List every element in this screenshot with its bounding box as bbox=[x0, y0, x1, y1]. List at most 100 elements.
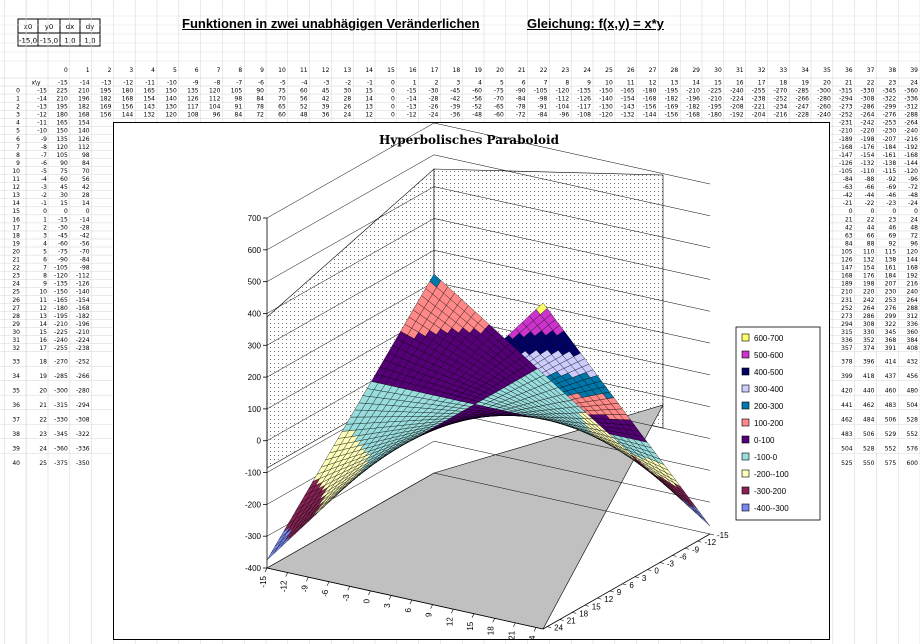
sheet-cell[interactable]: -192 bbox=[730, 112, 744, 119]
sheet-cell[interactable]: -126 bbox=[839, 160, 853, 167]
sheet-cell[interactable]: 70 bbox=[82, 168, 90, 175]
sheet-cell[interactable]: 150 bbox=[165, 87, 177, 94]
sheet-cell[interactable]: 288 bbox=[907, 305, 919, 312]
sheet-cell[interactable]: -312 bbox=[904, 104, 918, 111]
sheet-cell[interactable]: 63 bbox=[845, 232, 853, 239]
sheet-cell[interactable]: 115 bbox=[885, 248, 897, 255]
sheet-cell[interactable]: 252 bbox=[841, 305, 853, 312]
sheet-cell[interactable]: 24 bbox=[910, 216, 918, 223]
sheet-cell[interactable]: -42 bbox=[450, 96, 460, 103]
sheet-cell[interactable]: -165 bbox=[54, 297, 68, 304]
sheet-cell[interactable]: 28 bbox=[82, 192, 90, 199]
sheet-cell[interactable]: 104 bbox=[209, 104, 221, 111]
sheet-cell[interactable]: -60 bbox=[494, 112, 504, 119]
sheet-cell[interactable]: 264 bbox=[863, 305, 875, 312]
sheet-cell[interactable]: 0 bbox=[871, 208, 875, 215]
sheet-cell[interactable]: 253 bbox=[885, 297, 897, 304]
sheet-cell[interactable]: -270 bbox=[774, 87, 788, 94]
sheet-cell[interactable]: 168 bbox=[78, 112, 90, 119]
sheet-cell[interactable]: 408 bbox=[907, 345, 919, 352]
sheet-cell[interactable]: -70 bbox=[494, 96, 504, 103]
sheet-cell[interactable]: -220 bbox=[861, 128, 875, 135]
sheet-cell[interactable]: -72 bbox=[516, 112, 526, 119]
sheet-cell[interactable]: -30 bbox=[429, 87, 439, 94]
sheet-cell[interactable]: 168 bbox=[841, 273, 853, 280]
sheet-cell[interactable]: -252 bbox=[774, 96, 788, 103]
sheet-cell[interactable]: 322 bbox=[885, 321, 897, 328]
sheet-cell[interactable]: 30 bbox=[60, 192, 68, 199]
sheet-cell[interactable]: -294 bbox=[76, 402, 90, 409]
sheet-cell[interactable]: -70 bbox=[80, 248, 90, 255]
sheet-cell[interactable]: -69 bbox=[886, 184, 896, 191]
sheet-cell[interactable]: 506 bbox=[885, 416, 897, 423]
sheet-cell[interactable]: -143 bbox=[621, 104, 635, 111]
sheet-cell[interactable]: -22 bbox=[865, 200, 875, 207]
sheet-cell[interactable]: -60 bbox=[58, 240, 68, 247]
sheet-cell[interactable]: -315 bbox=[54, 402, 68, 409]
sheet-cell[interactable]: -360 bbox=[54, 445, 68, 452]
sheet-cell[interactable]: 156 bbox=[100, 112, 112, 119]
param-value-dy[interactable]: 1,0 bbox=[84, 37, 95, 45]
sheet-cell[interactable]: 138 bbox=[885, 257, 897, 264]
sheet-cell[interactable]: -117 bbox=[577, 104, 591, 111]
sheet-cell[interactable]: 44 bbox=[867, 224, 875, 231]
sheet-cell[interactable]: 12 bbox=[365, 112, 373, 119]
sheet-cell[interactable]: 144 bbox=[907, 257, 919, 264]
sheet-cell[interactable]: -225 bbox=[54, 329, 68, 336]
sheet-cell[interactable]: 70 bbox=[278, 96, 286, 103]
sheet-cell[interactable]: 126 bbox=[841, 257, 853, 264]
sheet-cell[interactable]: 60 bbox=[278, 112, 286, 119]
sheet-cell[interactable]: 441 bbox=[841, 402, 853, 409]
sheet-cell[interactable]: -168 bbox=[839, 144, 853, 151]
sheet-cell[interactable]: -266 bbox=[795, 96, 809, 103]
sheet-cell[interactable]: -180 bbox=[643, 87, 657, 94]
sheet-cell[interactable]: -150 bbox=[599, 87, 613, 94]
sheet-cell[interactable]: 98 bbox=[235, 96, 243, 103]
sheet-cell[interactable]: -30 bbox=[58, 224, 68, 231]
sheet-cell[interactable]: 105 bbox=[231, 87, 243, 94]
sheet-cell[interactable]: 576 bbox=[907, 445, 919, 452]
sheet-cell[interactable]: 483 bbox=[841, 431, 853, 438]
sheet-cell[interactable]: 72 bbox=[256, 112, 264, 119]
sheet-cell[interactable]: 78 bbox=[256, 104, 264, 111]
sheet-cell[interactable]: -48 bbox=[908, 192, 918, 199]
sheet-cell[interactable]: 46 bbox=[889, 224, 897, 231]
sheet-cell[interactable]: -135 bbox=[577, 87, 591, 94]
sheet-cell[interactable]: -252 bbox=[76, 358, 90, 365]
sheet-cell[interactable]: -75 bbox=[58, 248, 68, 255]
sheet-cell[interactable]: 312 bbox=[907, 313, 919, 320]
sheet-cell[interactable]: -105 bbox=[54, 265, 68, 272]
sheet-cell[interactable]: 91 bbox=[235, 104, 243, 111]
sheet-cell[interactable]: -300 bbox=[54, 387, 68, 394]
sheet-cell[interactable]: -224 bbox=[76, 337, 90, 344]
sheet-cell[interactable]: 154 bbox=[863, 265, 875, 272]
sheet-cell[interactable]: -23 bbox=[886, 200, 896, 207]
sheet-cell[interactable]: -115 bbox=[883, 168, 897, 175]
sheet-cell[interactable]: -92 bbox=[886, 176, 896, 183]
sheet-cell[interactable]: 575 bbox=[885, 460, 897, 467]
sheet-cell[interactable]: 378 bbox=[841, 358, 853, 365]
sheet-cell[interactable]: -192 bbox=[904, 144, 918, 151]
sheet-cell[interactable]: 112 bbox=[209, 96, 221, 103]
sheet-cell[interactable]: 294 bbox=[841, 321, 853, 328]
sheet-cell[interactable]: -210 bbox=[686, 87, 700, 94]
sheet-cell[interactable]: -98 bbox=[80, 265, 90, 272]
sheet-cell[interactable]: -165 bbox=[621, 87, 635, 94]
sheet-cell[interactable]: -48 bbox=[472, 112, 482, 119]
sheet-cell[interactable]: -15 bbox=[58, 216, 68, 223]
sheet-cell[interactable]: 110 bbox=[863, 248, 875, 255]
sheet-cell[interactable]: -255 bbox=[752, 87, 766, 94]
sheet-cell[interactable]: 357 bbox=[841, 345, 853, 352]
sheet-cell[interactable]: -264 bbox=[861, 112, 875, 119]
sheet-cell[interactable]: 126 bbox=[187, 96, 199, 103]
sheet-cell[interactable]: 88 bbox=[867, 240, 875, 247]
sheet-cell[interactable]: -52 bbox=[472, 104, 482, 111]
sheet-cell[interactable]: -330 bbox=[861, 87, 875, 94]
sheet-cell[interactable]: 374 bbox=[863, 345, 875, 352]
sheet-cell[interactable]: -65 bbox=[494, 104, 504, 111]
sheet-cell[interactable]: 132 bbox=[144, 112, 156, 119]
sheet-cell[interactable]: -105 bbox=[839, 168, 853, 175]
sheet-cell[interactable]: -196 bbox=[686, 96, 700, 103]
sheet-cell[interactable]: 48 bbox=[300, 112, 308, 119]
sheet-cell[interactable]: 130 bbox=[165, 104, 177, 111]
